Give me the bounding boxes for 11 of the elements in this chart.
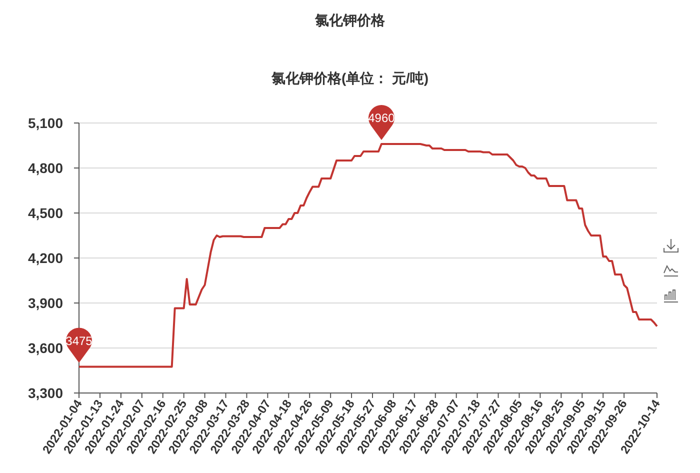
- title: 氯化钾价格: [315, 12, 385, 28]
- y-tick-label: 3,300: [28, 385, 63, 401]
- y-tick-label: 3,900: [28, 295, 63, 311]
- y-tick-label: 3,600: [28, 340, 63, 356]
- subtitle: 氯化钾价格(单位： 元/吨): [271, 70, 429, 86]
- y-tick-label: 5,100: [28, 115, 63, 131]
- y-tick-label: 4,500: [28, 205, 63, 221]
- y-tick-label: 4,800: [28, 160, 63, 176]
- y-tick-label: 4,200: [28, 250, 63, 266]
- data-label: 3475: [66, 334, 92, 348]
- data-label: 4960: [368, 111, 395, 125]
